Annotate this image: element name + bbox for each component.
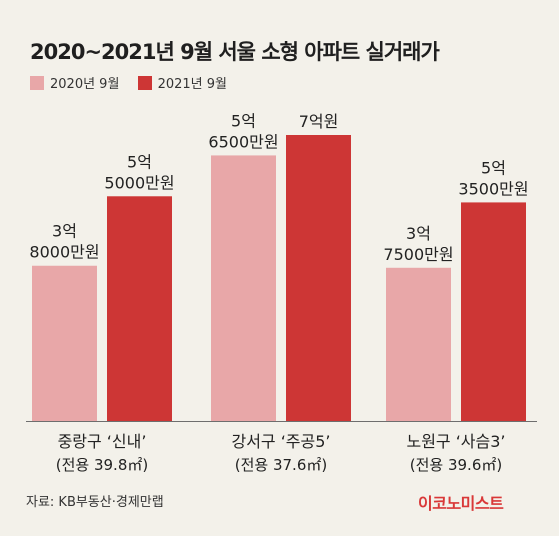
bar-2020-1 bbox=[211, 155, 276, 421]
legend: 2020년 9월 2021년 9월 bbox=[30, 73, 241, 94]
publisher-logo: 이코노미스트 bbox=[418, 494, 504, 513]
bar-label-2021-1-0: 7억원 bbox=[299, 112, 339, 131]
chart-title: 2020~2021년 9월 서울 소형 아파트 실거래가 bbox=[30, 40, 440, 64]
bar-label-2020-0-1: 8000만원 bbox=[29, 243, 99, 262]
bar-label-2020-2-0: 3억 bbox=[406, 224, 431, 243]
bar-label-2020-0-0: 3억 bbox=[52, 222, 77, 241]
bar-label-2021-2-0: 5억 bbox=[481, 158, 506, 177]
bar-2020-2 bbox=[386, 267, 451, 421]
bar-2021-0 bbox=[107, 196, 172, 421]
bar-2021-1 bbox=[286, 135, 351, 421]
bar-label-2020-1-0: 5억 bbox=[231, 111, 256, 130]
category-label-2: 노원구 ‘사슴3’ bbox=[406, 432, 505, 451]
category-area-2: (전용 39.6㎡) bbox=[410, 456, 502, 474]
category-label-1: 강서구 ‘주공5’ bbox=[231, 432, 330, 451]
category-area-0: (전용 39.8㎡) bbox=[56, 456, 148, 474]
legend-label-2021: 2021년 9월 bbox=[157, 77, 227, 92]
bar-2021-2 bbox=[461, 202, 526, 421]
legend-label-2020: 2020년 9월 bbox=[50, 77, 120, 92]
source-note: 자료: KB부동산·경제만랩 bbox=[26, 495, 164, 510]
category-area-1: (전용 37.6㎡) bbox=[235, 456, 327, 474]
legend-swatch-2020 bbox=[30, 75, 44, 90]
bar-label-2020-1-1: 6500만원 bbox=[208, 132, 278, 151]
bar-2020-0 bbox=[32, 265, 97, 421]
legend-item-2021: 2021년 9월 bbox=[137, 73, 227, 92]
bar-label-2021-2-1: 3500만원 bbox=[458, 179, 528, 198]
legend-swatch-2021 bbox=[137, 75, 152, 90]
category-label-0: 중랑구 ‘신내’ bbox=[58, 432, 147, 451]
bar-label-2020-2-1: 7500만원 bbox=[383, 245, 453, 264]
bar-label-2021-0-0: 5억 bbox=[127, 152, 152, 171]
legend-item-2020: 2020년 9월 bbox=[30, 73, 119, 92]
bar-label-2021-0-1: 5000만원 bbox=[104, 173, 174, 192]
